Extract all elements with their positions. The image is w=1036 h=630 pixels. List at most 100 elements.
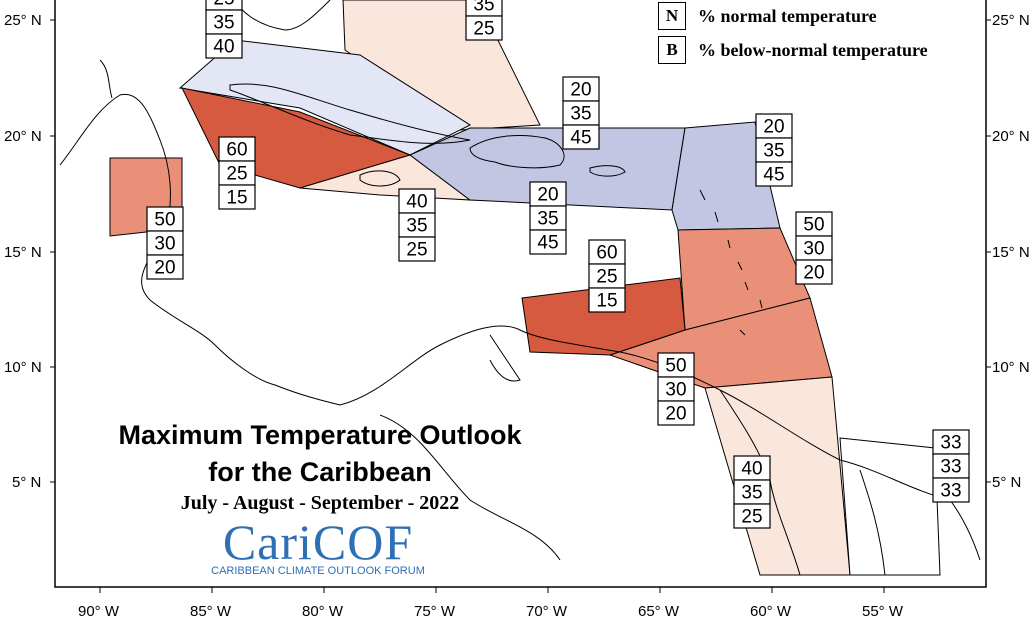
legend-key-below: B xyxy=(658,36,686,64)
lat-label-20: 20° N xyxy=(4,128,42,145)
probability-box-jamaica: 40 35 25 xyxy=(398,188,436,262)
probability-cell xyxy=(529,229,567,255)
probability-cell xyxy=(795,235,833,261)
probability-value: 35 xyxy=(570,104,591,125)
probability-cell xyxy=(205,9,243,35)
probability-value: 30 xyxy=(665,380,686,401)
probability-cell xyxy=(218,184,256,210)
probability-value: 50 xyxy=(154,210,175,231)
probability-value: 33 xyxy=(940,481,961,502)
probability-cell xyxy=(932,477,970,503)
lat-label-right-15: 15° N xyxy=(992,244,1030,261)
probability-box-leeward-islands: 20 35 45 xyxy=(755,113,793,187)
lat-label-right-25: 25° N xyxy=(992,12,1030,29)
forecast-period: July - August - September - 2022 xyxy=(180,492,460,514)
probability-value: 15 xyxy=(596,291,617,312)
probability-value: 25 xyxy=(406,240,427,261)
jamaica-coast xyxy=(359,170,401,187)
zone-french-guiana xyxy=(839,437,941,576)
lon-label-80: 80° W xyxy=(302,603,344,620)
probability-value: 25 xyxy=(596,267,617,288)
map-title-line2: for the Caribbean xyxy=(208,457,432,487)
probability-cell xyxy=(795,211,833,237)
probability-value: 35 xyxy=(537,209,558,230)
probability-value: 60 xyxy=(596,243,617,264)
probability-cell xyxy=(562,100,600,126)
legend-item-normal: N % normal temperature xyxy=(658,1,877,31)
probability-value: 45 xyxy=(570,128,591,149)
lesser-antilles-chain xyxy=(699,189,763,336)
probability-cell xyxy=(398,236,436,262)
legend-text-normal: % normal temperature xyxy=(698,5,877,26)
probability-cell xyxy=(146,230,184,256)
probability-cell xyxy=(218,136,256,162)
caricof-logo: CariCOF CARIBBEAN CLIMATE OUTLOOK FORUM xyxy=(202,515,434,579)
probability-box-trinidad-tobago: 50 30 20 xyxy=(657,352,695,426)
probability-value: 20 xyxy=(537,185,558,206)
probability-cell xyxy=(588,263,626,289)
lat-label-right-5: 5° N xyxy=(992,474,1021,491)
legend-key-normal: N xyxy=(658,2,686,30)
probability-value: 25 xyxy=(473,19,494,40)
probability-value: 20 xyxy=(570,80,591,101)
probability-value: 35 xyxy=(406,216,427,237)
lon-label-75: 75° W xyxy=(414,603,456,620)
probability-cell xyxy=(733,455,771,481)
probability-value: 45 xyxy=(537,233,558,254)
lon-label-85: 85° W xyxy=(190,603,232,620)
zone-abc xyxy=(521,277,686,356)
lat-label-10: 10° N xyxy=(4,359,42,376)
probability-cell xyxy=(755,113,793,139)
probability-cell xyxy=(657,400,695,426)
lat-label-right-10: 10° N xyxy=(992,359,1030,376)
suriname-border xyxy=(859,469,886,576)
probability-box-northwest-bahamas-florida: 25 35 40 xyxy=(205,0,243,59)
probability-cell xyxy=(562,124,600,150)
latitude-axis-right: 25° N 20° N 15° N 10° N 5° N xyxy=(986,12,1030,491)
probability-value: 15 xyxy=(226,188,247,209)
probability-value: 20 xyxy=(763,117,784,138)
probability-value: 20 xyxy=(803,263,824,284)
probability-value: 33 xyxy=(940,457,961,478)
probability-cell xyxy=(465,15,503,41)
logo-tagline: CARIBBEAN CLIMATE OUTLOOK FORUM xyxy=(211,565,425,577)
probability-box-belize: 50 30 20 xyxy=(146,206,184,280)
probability-value: 35 xyxy=(741,483,762,504)
probability-value: 30 xyxy=(803,239,824,260)
probability-value: 30 xyxy=(154,234,175,255)
legend-text-below: % below-normal temperature xyxy=(698,39,928,60)
probability-value: 25 xyxy=(213,0,234,10)
probability-value: 20 xyxy=(154,258,175,279)
yucatan-coast xyxy=(99,59,113,99)
longitude-axis: 90° W 85° W 80° W 75° W 70° W 65° W 60° … xyxy=(78,587,904,620)
probability-value: 35 xyxy=(763,141,784,162)
probability-cell xyxy=(755,161,793,187)
legend-item-below: B % below-normal temperature xyxy=(658,35,928,65)
probability-value: 25 xyxy=(741,507,762,528)
probability-cell xyxy=(795,259,833,285)
probability-value: 40 xyxy=(406,192,427,213)
probability-value: 60 xyxy=(226,140,247,161)
lat-label-25: 25° N xyxy=(4,12,42,29)
venezuela-inland xyxy=(489,334,521,382)
probability-cell xyxy=(146,254,184,280)
probability-cell xyxy=(205,33,243,59)
probability-cell xyxy=(588,287,626,313)
probability-value: 20 xyxy=(665,404,686,425)
probability-box-hispaniola-north: 20 35 45 xyxy=(562,76,600,150)
latitude-axis-left: 25° N 20° N 15° N 10° N 5° N xyxy=(4,12,55,491)
probability-value: 45 xyxy=(763,165,784,186)
lat-label-15: 15° N xyxy=(4,244,42,261)
puerto-rico-coast xyxy=(589,165,626,177)
lon-label-60: 60° W xyxy=(750,603,792,620)
cuba-coast xyxy=(229,83,471,144)
probability-boxes: 2535403525602515503020403525203545203545… xyxy=(146,0,970,529)
probability-cell xyxy=(529,205,567,231)
probability-value: 40 xyxy=(741,459,762,480)
probability-cell xyxy=(657,352,695,378)
probability-value: 50 xyxy=(665,356,686,377)
probability-value: 33 xyxy=(940,433,961,454)
logo-wordmark: CariCOF xyxy=(222,514,414,570)
